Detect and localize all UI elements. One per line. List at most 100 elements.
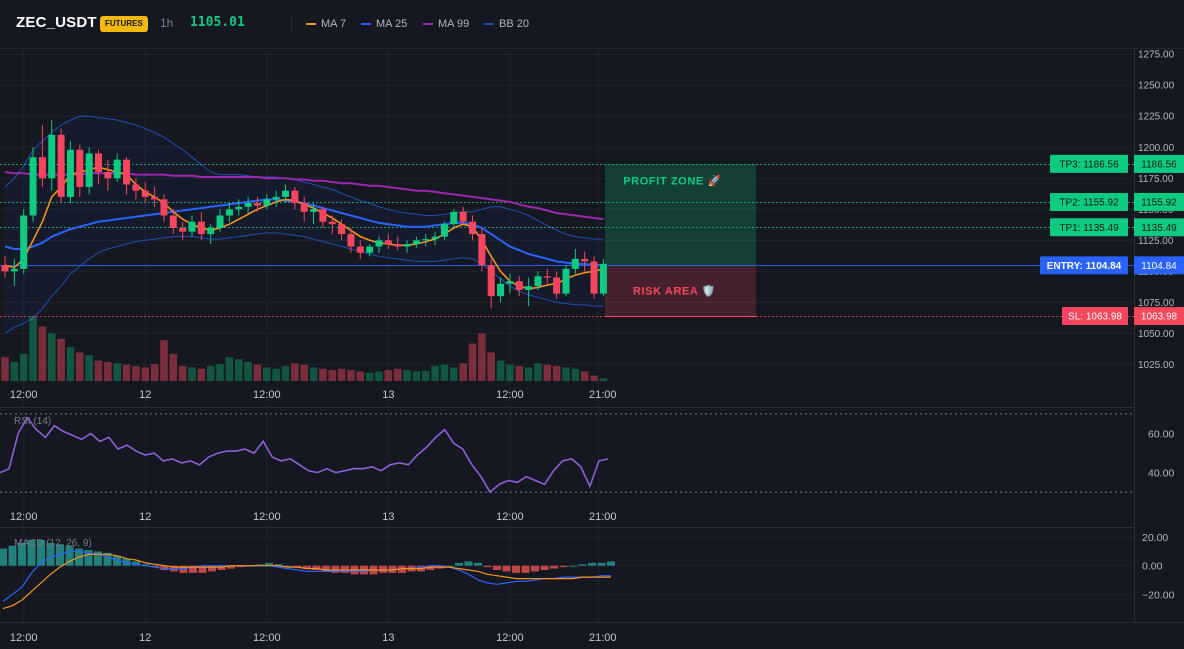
axis-tag-tp [1134, 154, 1184, 173]
legend-bb20[interactable]: BB 20 [484, 16, 529, 32]
macd-histogram-bar [559, 565, 568, 568]
candle-body [244, 203, 252, 207]
candle-body [553, 277, 561, 294]
legend-ma99[interactable]: MA 99 [423, 16, 469, 32]
volume-bar [169, 353, 178, 381]
volume-bar [375, 371, 383, 381]
macd-histogram-bar [398, 565, 406, 573]
price-tick-label: 1050.00 [1138, 329, 1175, 340]
macd-histogram-bar [255, 564, 264, 566]
time-tick-label: 12:00 [10, 511, 38, 523]
macd-histogram-bar [493, 565, 501, 570]
macd-histogram-bar [512, 565, 520, 573]
volume-bar [478, 333, 486, 381]
volume-bar [132, 366, 140, 381]
axis-tag-tp [1134, 192, 1184, 211]
rsi-line [0, 416, 609, 494]
candle-body [412, 240, 420, 245]
volume-bar [178, 366, 187, 381]
volume-bar [440, 364, 449, 381]
candle-body [113, 159, 121, 179]
volume-bar [10, 361, 19, 381]
candle-body [366, 246, 374, 253]
volume-bar [197, 368, 206, 381]
volume-bar [450, 367, 458, 381]
candle-body [440, 224, 448, 237]
time-tick-label: 12 [139, 511, 151, 523]
legend-ma7[interactable]: MA 7 [306, 16, 346, 32]
candle-body [394, 244, 402, 247]
candle-body [169, 215, 177, 228]
axis-tag-label: 1155.92 [1141, 197, 1177, 208]
candle-body [1, 265, 9, 272]
candle-body [160, 199, 168, 216]
candle-body [375, 240, 383, 247]
volume-bar [524, 367, 533, 381]
volume-bar [160, 340, 168, 381]
macd-histogram-bar [227, 565, 235, 569]
candle-body [534, 276, 542, 287]
symbol-name[interactable]: ZEC_USDT [16, 14, 97, 31]
price-tick-label: 1275.00 [1138, 50, 1175, 61]
legend-swatch-ma25 [361, 23, 371, 25]
candle-body [487, 265, 495, 297]
candle-body [272, 196, 280, 200]
macd-histogram-bar [141, 564, 150, 566]
legend-label-ma99: MA 99 [438, 18, 470, 30]
macd-histogram-bar [540, 565, 549, 570]
risk-zone [605, 265, 756, 317]
volume-bar [225, 357, 234, 381]
price-tick-label: 1200.00 [1138, 143, 1175, 154]
macd-tick-label: 20.00 [1142, 532, 1168, 544]
macd-histogram-bar [189, 565, 197, 573]
candle-body [235, 206, 243, 210]
volume-bar [347, 370, 355, 381]
candle-body [66, 149, 74, 197]
volume-bar [421, 370, 430, 381]
volume-bar [412, 371, 421, 381]
volume-bar [534, 363, 542, 381]
price-tick-label: 1250.00 [1138, 81, 1175, 92]
candle-body [282, 190, 289, 197]
macd-histogram-bar [464, 561, 473, 566]
volume-bar [515, 366, 524, 381]
volume-bar [309, 367, 318, 381]
bollinger-upper-line [4, 115, 604, 240]
volume-bar [188, 367, 196, 381]
price-tick-label: 1175.00 [1138, 174, 1174, 185]
legend-ma25[interactable]: MA 25 [361, 16, 407, 32]
profit-zone-label: PROFIT ZONE 🚀 [623, 174, 722, 187]
candle-body [581, 258, 589, 262]
timeframe-label[interactable]: 1h [160, 16, 174, 30]
candle-body [450, 211, 458, 225]
volume-bar [38, 326, 47, 381]
header-divider [291, 16, 292, 32]
candle-body [469, 221, 476, 235]
macd-histogram-bar [265, 562, 273, 566]
time-tick-label: 21:00 [589, 389, 617, 401]
price-tick-label: 1225.00 [1138, 112, 1175, 123]
volume-bar [365, 372, 374, 381]
macd-histogram-bar [274, 564, 283, 566]
macd-histogram-bar [569, 565, 577, 567]
volume-bar [562, 367, 570, 381]
macd-histogram-bar [198, 565, 207, 573]
macd-histogram-bar [550, 565, 558, 569]
macd-signal-line [2, 553, 611, 610]
candle-body [291, 190, 299, 204]
time-tick-label: 12:00 [253, 632, 281, 644]
candle-body [141, 190, 149, 197]
legend-label-ma25: MA 25 [376, 18, 408, 30]
candle-body [179, 227, 187, 232]
candle-body [95, 153, 102, 173]
level-tag-sl [1062, 307, 1128, 326]
candle-body [422, 239, 430, 241]
candle-body [403, 244, 411, 247]
price-tick-label: 1025.00 [1138, 360, 1175, 371]
time-tick-label: 12:00 [10, 389, 38, 401]
time-tick-label: 12:00 [10, 632, 38, 644]
time-tick-label: 12:00 [253, 511, 281, 523]
candle-body [20, 215, 28, 269]
macd-histogram-bar [113, 555, 121, 566]
